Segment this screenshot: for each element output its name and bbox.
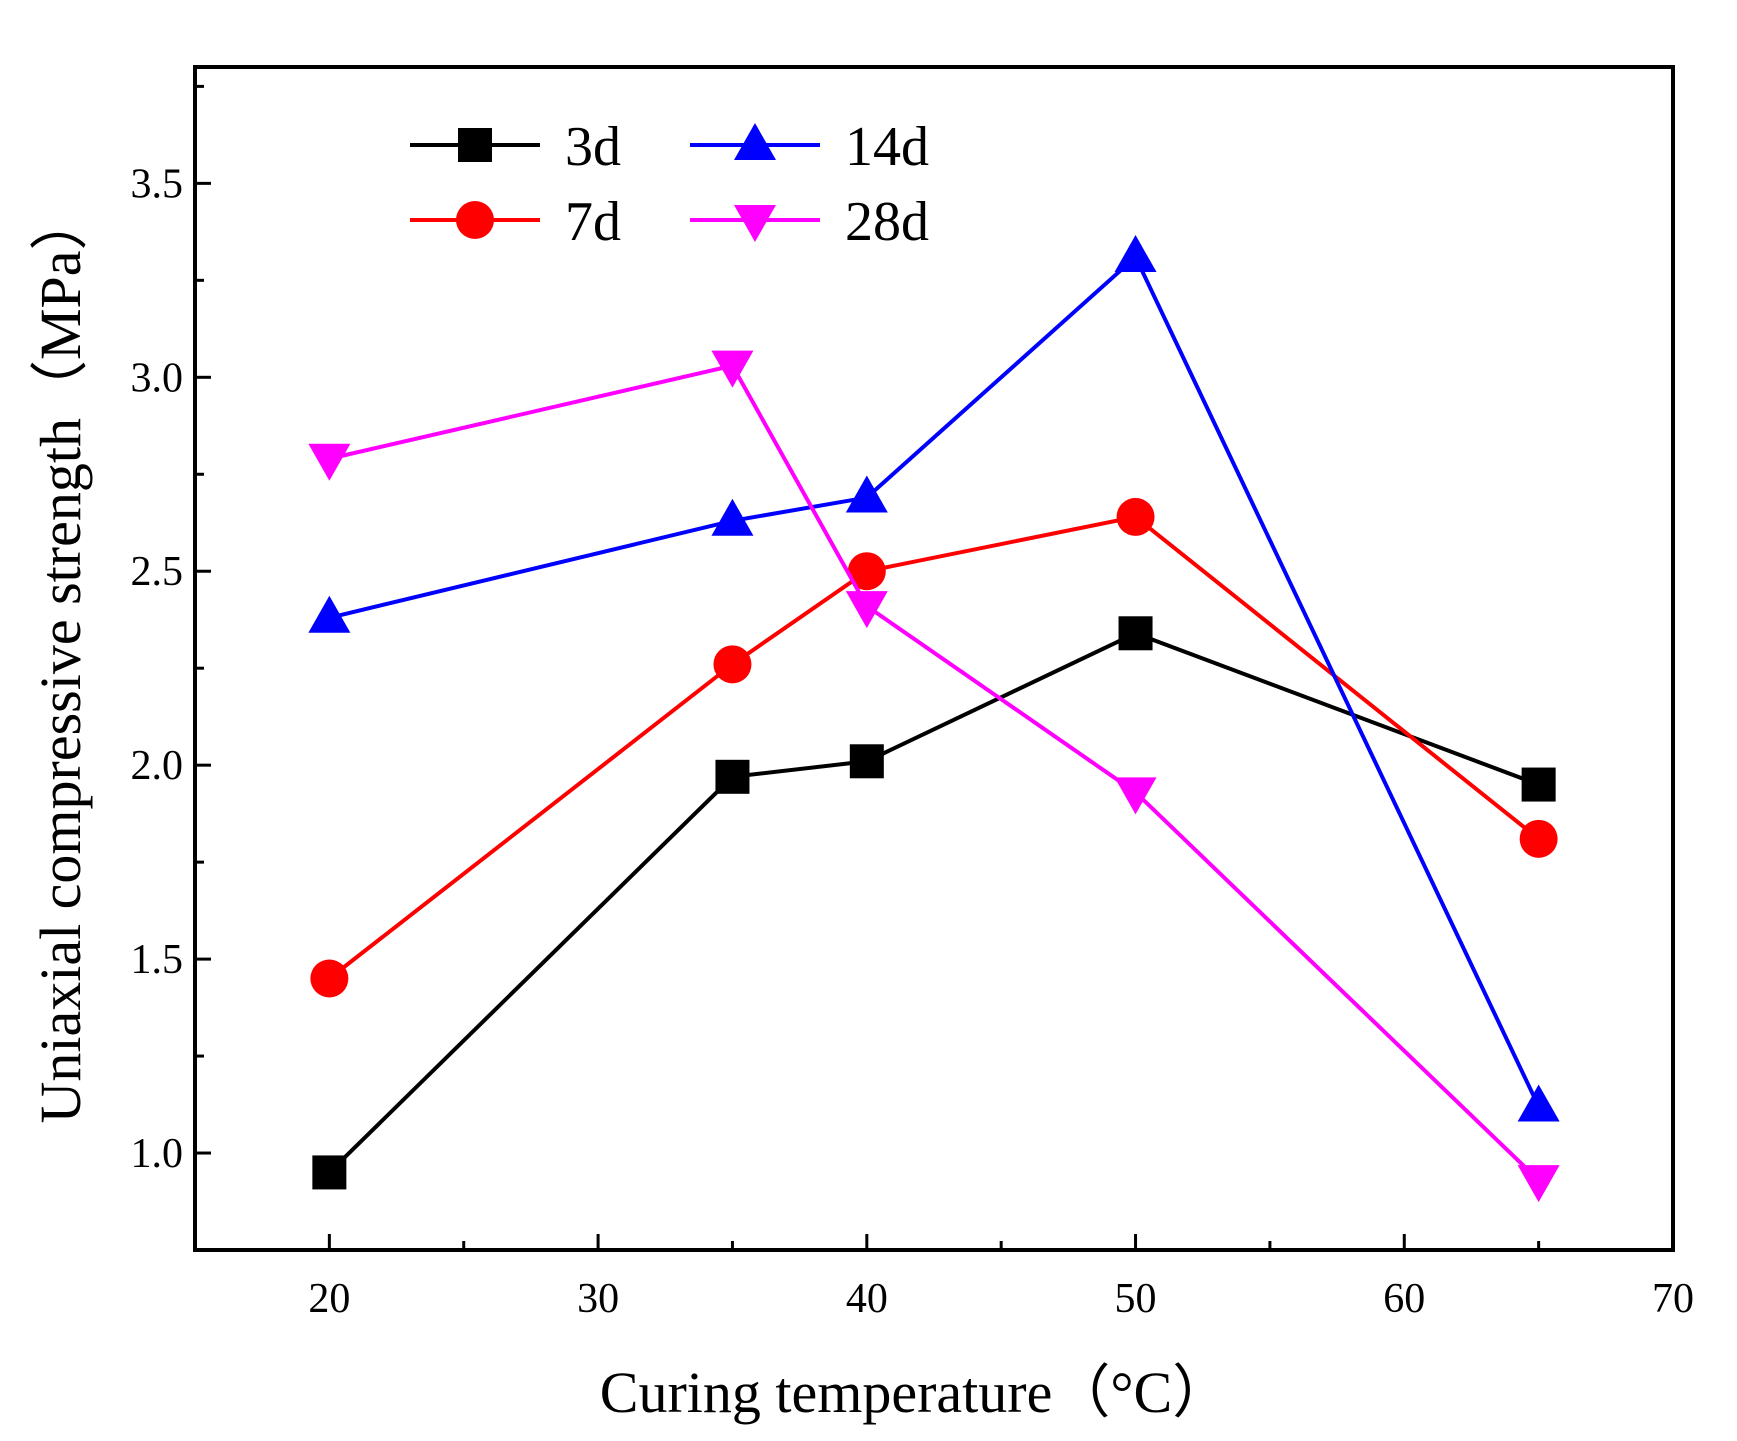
data-point-14d [1114,235,1157,273]
y-tick-label: 3.0 [131,355,184,401]
x-tick-label: 30 [577,1276,619,1322]
x-axis-title: Curing temperature（°C） [600,1360,1230,1425]
y-tick-label: 2.5 [131,549,184,595]
legend: 3d 7d 14d 28d [410,116,929,253]
data-point-7d [713,645,752,684]
data-point-3d [1521,767,1556,802]
data-point-3d [715,759,750,794]
series-7d [310,497,1558,998]
legend-label-28d: 28d [845,191,929,253]
legend-marker-28d [734,205,776,242]
legend-item-14d: 14d [690,116,929,178]
y-tick-label: 3.5 [131,161,184,207]
plot-area-frame [193,65,1675,1252]
x-tick-label: 70 [1652,1276,1694,1322]
data-point-14d [711,498,754,536]
axis-ticks: 20 30 40 50 60 70 1.0 1.5 2.0 2.5 3.0 3.5 [131,84,1694,1322]
x-tick-label: 50 [1115,1276,1157,1322]
data-point-28d [308,443,351,481]
data-point-3d [312,1155,347,1190]
data-point-28d [1114,777,1157,815]
series-3d [312,616,1556,1190]
data-point-28d [1517,1165,1560,1203]
legend-marker-14d [734,123,776,160]
x-tick-label: 60 [1383,1276,1425,1322]
data-point-7d [1116,497,1155,536]
legend-label-7d: 7d [565,191,621,253]
data-point-7d [1519,819,1558,858]
x-tick-label: 20 [308,1276,350,1322]
series-14d [308,235,1560,1122]
data-point-3d [1118,616,1153,651]
data-point-14d [845,475,888,513]
y-tick-label: 1.5 [131,937,184,983]
legend-marker-7d [456,201,494,239]
legend-item-3d: 3d [410,116,621,178]
x-tick-label: 40 [846,1276,888,1322]
data-point-7d [310,959,349,998]
data-point-3d [849,744,884,779]
data-point-14d [1517,1084,1560,1122]
data-point-14d [308,595,351,633]
legend-label-3d: 3d [565,116,621,178]
y-tick-label: 2.0 [131,743,184,789]
legend-item-7d: 7d [410,191,621,253]
series-layer [308,235,1560,1203]
data-point-28d [711,350,754,388]
series-28d [308,350,1560,1203]
legend-label-14d: 14d [845,116,929,178]
data-point-7d [847,552,886,591]
data-point-28d [845,591,888,629]
y-axis-title: Uniaxial compressive strength（MPa） [28,192,93,1123]
legend-marker-3d [458,128,492,162]
y-tick-label: 1.0 [131,1131,184,1177]
legend-item-28d: 28d [690,191,929,253]
